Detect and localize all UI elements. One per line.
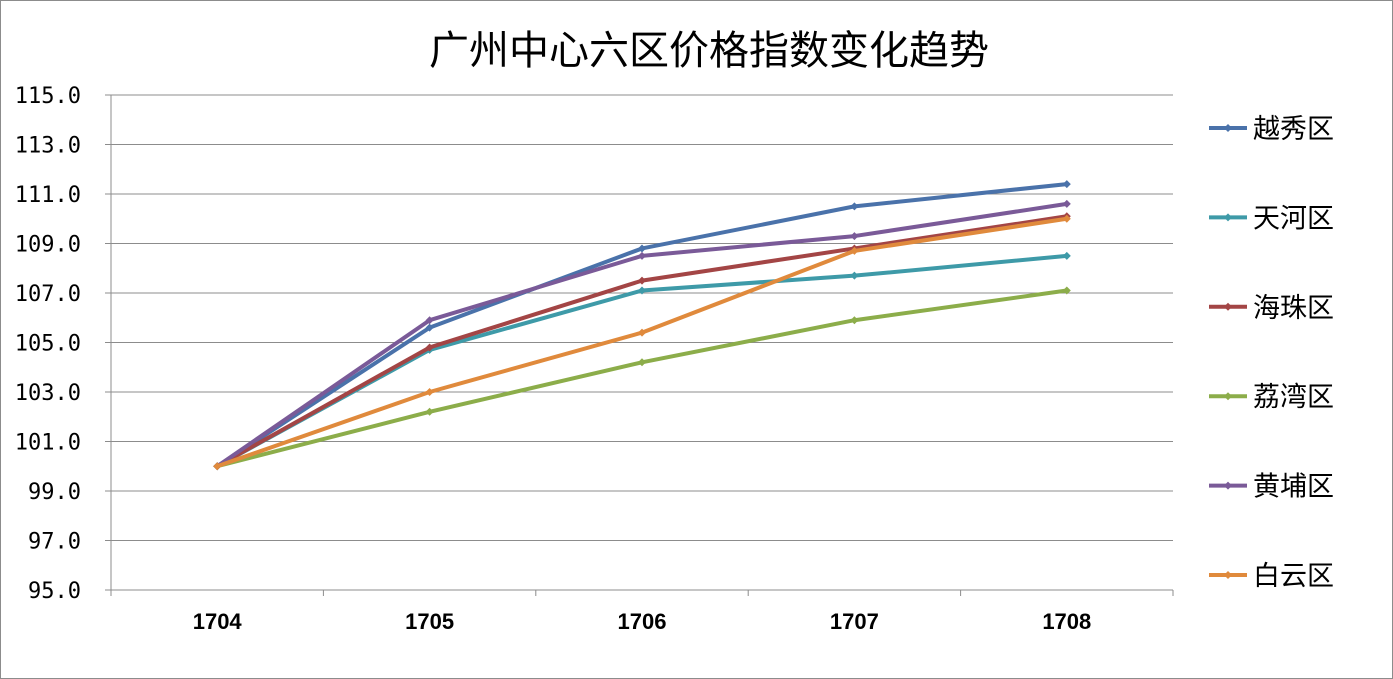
data-point [425,343,434,352]
legend-item: 荔湾区 [1209,382,1334,413]
x-tick-label: 1705 [405,609,454,634]
x-tick-label: 1708 [1042,609,1091,634]
legend-marker [1224,302,1232,311]
legend-item: 白云区 [1209,561,1334,592]
data-point [850,316,859,325]
chart-title: 广州中心六区价格指数变化趋势 [429,28,989,74]
data-point [1062,199,1071,208]
data-point [638,251,646,260]
legend-item: 天河区 [1209,203,1334,234]
y-tick-label: 99.0 [28,480,81,505]
legend-label: 黄埔区 [1253,472,1334,503]
legend-marker [1224,124,1232,132]
legend-marker [1224,571,1232,579]
data-point [425,388,434,396]
y-tick-label: 101.0 [15,431,81,456]
y-tick-label: 115.0 [15,84,81,109]
x-tick-label: 1706 [618,609,667,634]
data-point [1062,214,1071,223]
legend-marker [1224,481,1232,490]
y-tick-label: 95.0 [28,579,81,604]
legend-label: 海珠区 [1253,293,1334,324]
data-point [638,244,646,253]
data-point [638,358,646,367]
legend-label: 越秀区 [1253,114,1334,145]
legend-label: 天河区 [1253,203,1334,234]
axes: 95.0 97.0 99.0 101.0 103.0 105.0 107.0 109.0 111… [15,84,1174,634]
y-tick-label: 113.0 [15,134,81,159]
y-tick-label: 105.0 [15,332,81,357]
y-tick-label: 111.0 [15,183,81,208]
data-point [1062,286,1071,295]
series-6 [213,214,1071,471]
y-tick-label: 107.0 [15,282,81,307]
y-tick-label: 103.0 [15,381,81,406]
data-point [850,202,859,211]
x-tick-label: 1704 [193,609,243,634]
data-point [1062,180,1071,189]
data-point [638,286,646,295]
data-point [425,407,434,416]
legend-marker [1224,213,1232,222]
data-point [425,323,434,332]
data-point [638,328,646,337]
data-point [213,462,222,471]
data-point [638,276,646,285]
series-lines [213,180,1071,471]
legend-item: 海珠区 [1209,293,1334,324]
data-point [1062,251,1071,260]
legend-item: 越秀区 [1209,114,1334,145]
data-point [850,246,859,255]
y-tick-label: 109.0 [15,233,81,258]
legend-marker [1224,392,1232,401]
data-point [425,316,434,325]
y-tick-label: 97.0 [28,530,81,555]
legend-label: 白云区 [1253,561,1334,592]
series-line [215,182,1069,469]
data-point [850,271,859,280]
legend-item: 黄埔区 [1209,472,1334,503]
data-point [850,232,859,241]
legend-label: 荔湾区 [1253,382,1334,413]
gridlines [111,94,1173,591]
x-tick-label: 1707 [830,609,879,634]
series-5 [213,199,1071,471]
